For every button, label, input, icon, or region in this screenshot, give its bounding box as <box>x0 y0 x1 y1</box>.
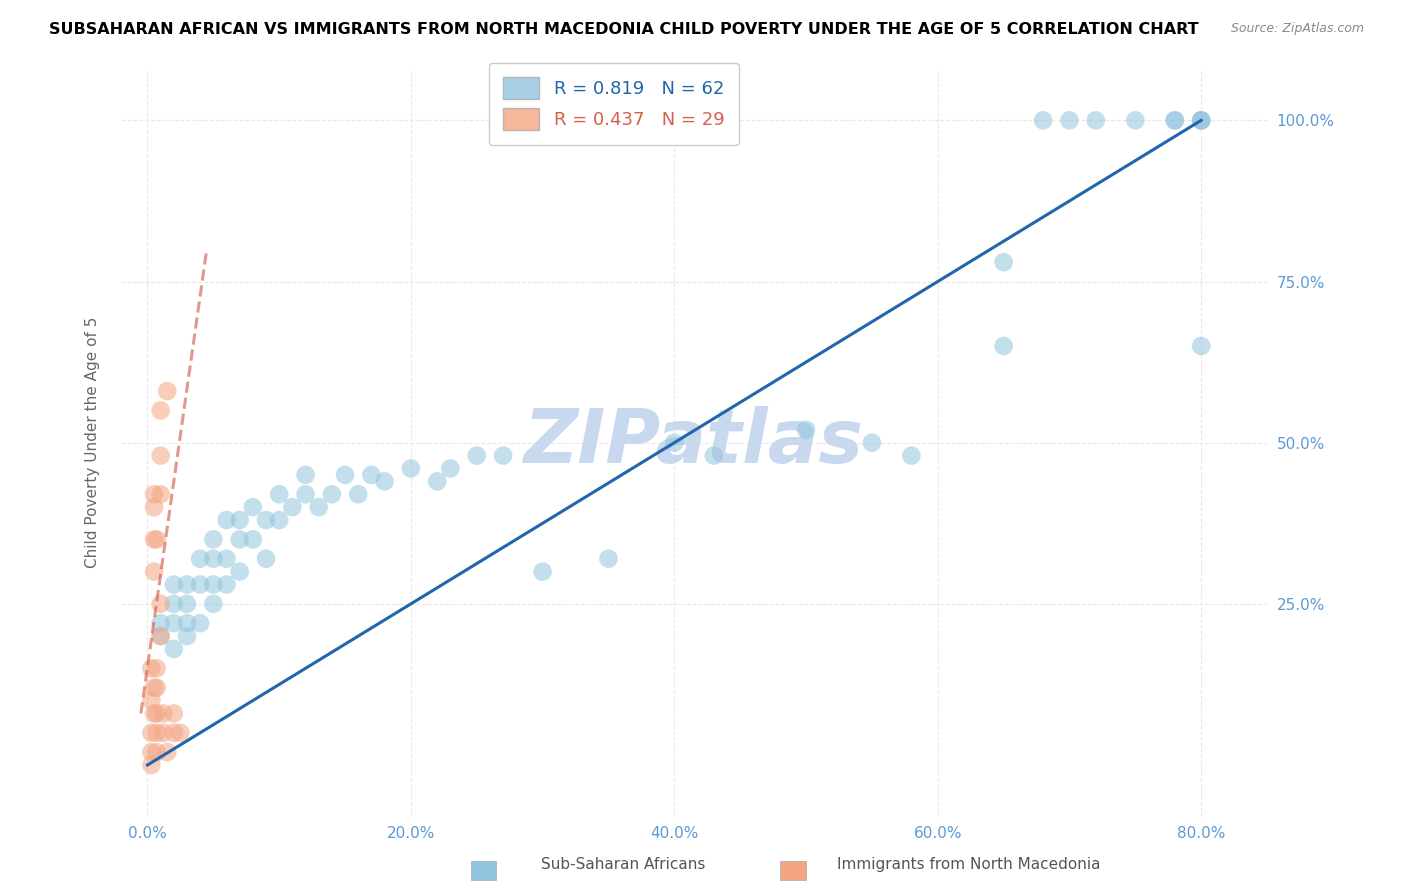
Point <box>143 706 166 721</box>
Point <box>215 513 238 527</box>
Point <box>176 577 198 591</box>
Point <box>399 461 422 475</box>
Point <box>163 616 186 631</box>
Point <box>176 597 198 611</box>
Point <box>794 423 817 437</box>
Point <box>143 533 166 547</box>
Point <box>156 745 179 759</box>
Point <box>465 449 488 463</box>
Point <box>145 661 167 675</box>
Point <box>347 487 370 501</box>
Point <box>294 467 316 482</box>
Point <box>333 467 356 482</box>
Point <box>149 597 172 611</box>
Point <box>143 681 166 695</box>
Point <box>228 513 250 527</box>
Point <box>145 706 167 721</box>
Point <box>141 758 163 772</box>
Point <box>269 487 291 501</box>
Point <box>163 597 186 611</box>
Point <box>1164 113 1187 128</box>
Point <box>188 551 211 566</box>
Point <box>1189 339 1212 353</box>
Point <box>163 577 186 591</box>
Point <box>141 693 163 707</box>
Point <box>141 726 163 740</box>
Point <box>143 487 166 501</box>
Point <box>228 565 250 579</box>
Point <box>156 384 179 398</box>
Point <box>360 467 382 482</box>
Text: SUBSAHARAN AFRICAN VS IMMIGRANTS FROM NORTH MACEDONIA CHILD POVERTY UNDER THE AG: SUBSAHARAN AFRICAN VS IMMIGRANTS FROM NO… <box>49 22 1199 37</box>
Point <box>215 551 238 566</box>
Point <box>1189 113 1212 128</box>
Point <box>426 475 449 489</box>
Point <box>152 706 174 721</box>
Point <box>169 726 191 740</box>
Point <box>163 642 186 657</box>
Point <box>149 629 172 643</box>
Text: Immigrants from North Macedonia: Immigrants from North Macedonia <box>837 857 1099 872</box>
Point <box>1059 113 1081 128</box>
Point <box>269 513 291 527</box>
Point <box>1032 113 1054 128</box>
Point <box>145 533 167 547</box>
Point <box>254 551 277 566</box>
Point <box>664 435 686 450</box>
Point <box>163 726 186 740</box>
Point <box>149 629 172 643</box>
Point <box>202 533 225 547</box>
Point <box>294 487 316 501</box>
Point <box>281 500 304 515</box>
Point <box>202 551 225 566</box>
Point <box>321 487 343 501</box>
Text: ZIPatlas: ZIPatlas <box>524 406 865 479</box>
Point <box>531 565 554 579</box>
Point <box>492 449 515 463</box>
Point <box>439 461 461 475</box>
Point <box>242 500 264 515</box>
Point <box>152 726 174 740</box>
Point <box>993 339 1015 353</box>
Point <box>143 500 166 515</box>
Point <box>202 577 225 591</box>
Point <box>242 533 264 547</box>
Point <box>228 533 250 547</box>
Y-axis label: Child Poverty Under the Age of 5: Child Poverty Under the Age of 5 <box>86 317 100 568</box>
Text: Sub-Saharan Africans: Sub-Saharan Africans <box>541 857 706 872</box>
Text: Source: ZipAtlas.com: Source: ZipAtlas.com <box>1230 22 1364 36</box>
Point <box>149 449 172 463</box>
Point <box>202 597 225 611</box>
Point <box>145 681 167 695</box>
Point <box>900 449 922 463</box>
Point <box>1164 113 1187 128</box>
Point <box>176 629 198 643</box>
Point <box>141 745 163 759</box>
Point <box>141 661 163 675</box>
Point <box>176 616 198 631</box>
Point <box>1084 113 1107 128</box>
Point <box>145 726 167 740</box>
Legend: R = 0.819   N = 62, R = 0.437   N = 29: R = 0.819 N = 62, R = 0.437 N = 29 <box>489 62 740 145</box>
Point <box>145 745 167 759</box>
Point <box>188 577 211 591</box>
Point <box>993 255 1015 269</box>
Point <box>143 565 166 579</box>
Point <box>215 577 238 591</box>
Point <box>1123 113 1146 128</box>
Point <box>1189 113 1212 128</box>
Point <box>149 487 172 501</box>
Point <box>149 616 172 631</box>
Point <box>254 513 277 527</box>
Point <box>149 403 172 417</box>
Point <box>163 706 186 721</box>
Point <box>1189 113 1212 128</box>
Point <box>188 616 211 631</box>
Point <box>860 435 883 450</box>
Point <box>703 449 725 463</box>
Point <box>374 475 396 489</box>
Point <box>598 551 620 566</box>
Point <box>308 500 330 515</box>
